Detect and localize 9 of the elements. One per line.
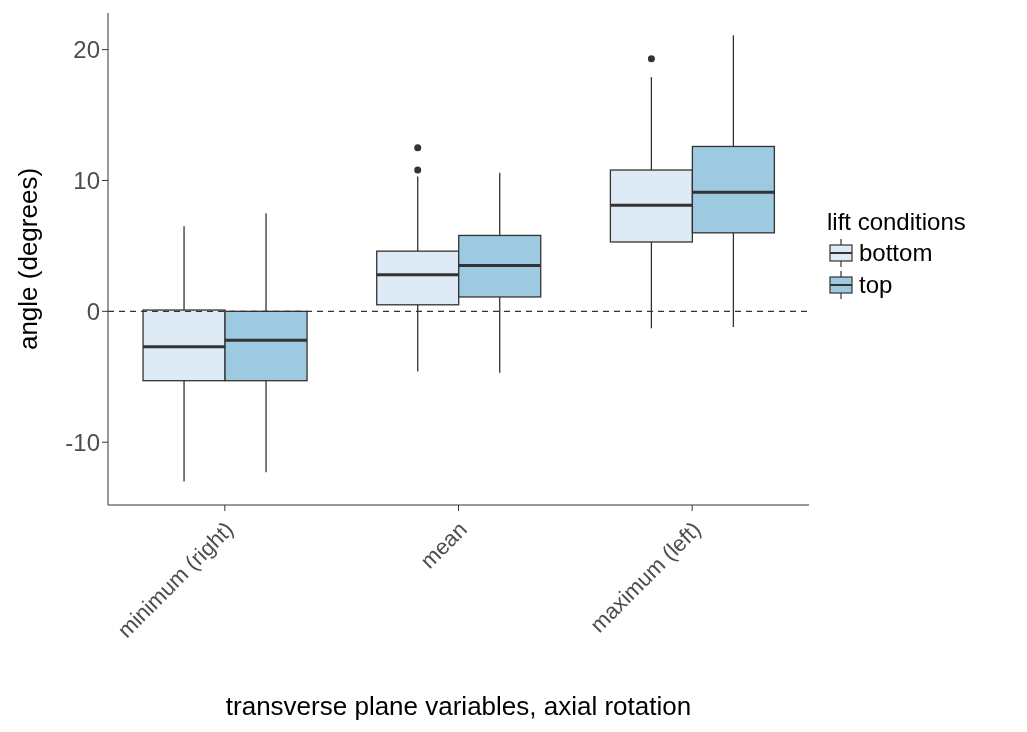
legend-label: top [859,271,893,299]
y-tick-label: 10 [73,167,100,195]
y-tick-label: 20 [73,36,100,64]
x-axis-title: transverse plane variables, axial rotation [225,691,692,721]
legend-title: lift conditions [827,208,967,236]
y-tick-label: -10 [65,428,100,456]
legend-label: bottom [859,239,933,267]
y-tick-label: 0 [86,297,100,325]
y-axis-title: angle (degrees) [13,167,44,351]
